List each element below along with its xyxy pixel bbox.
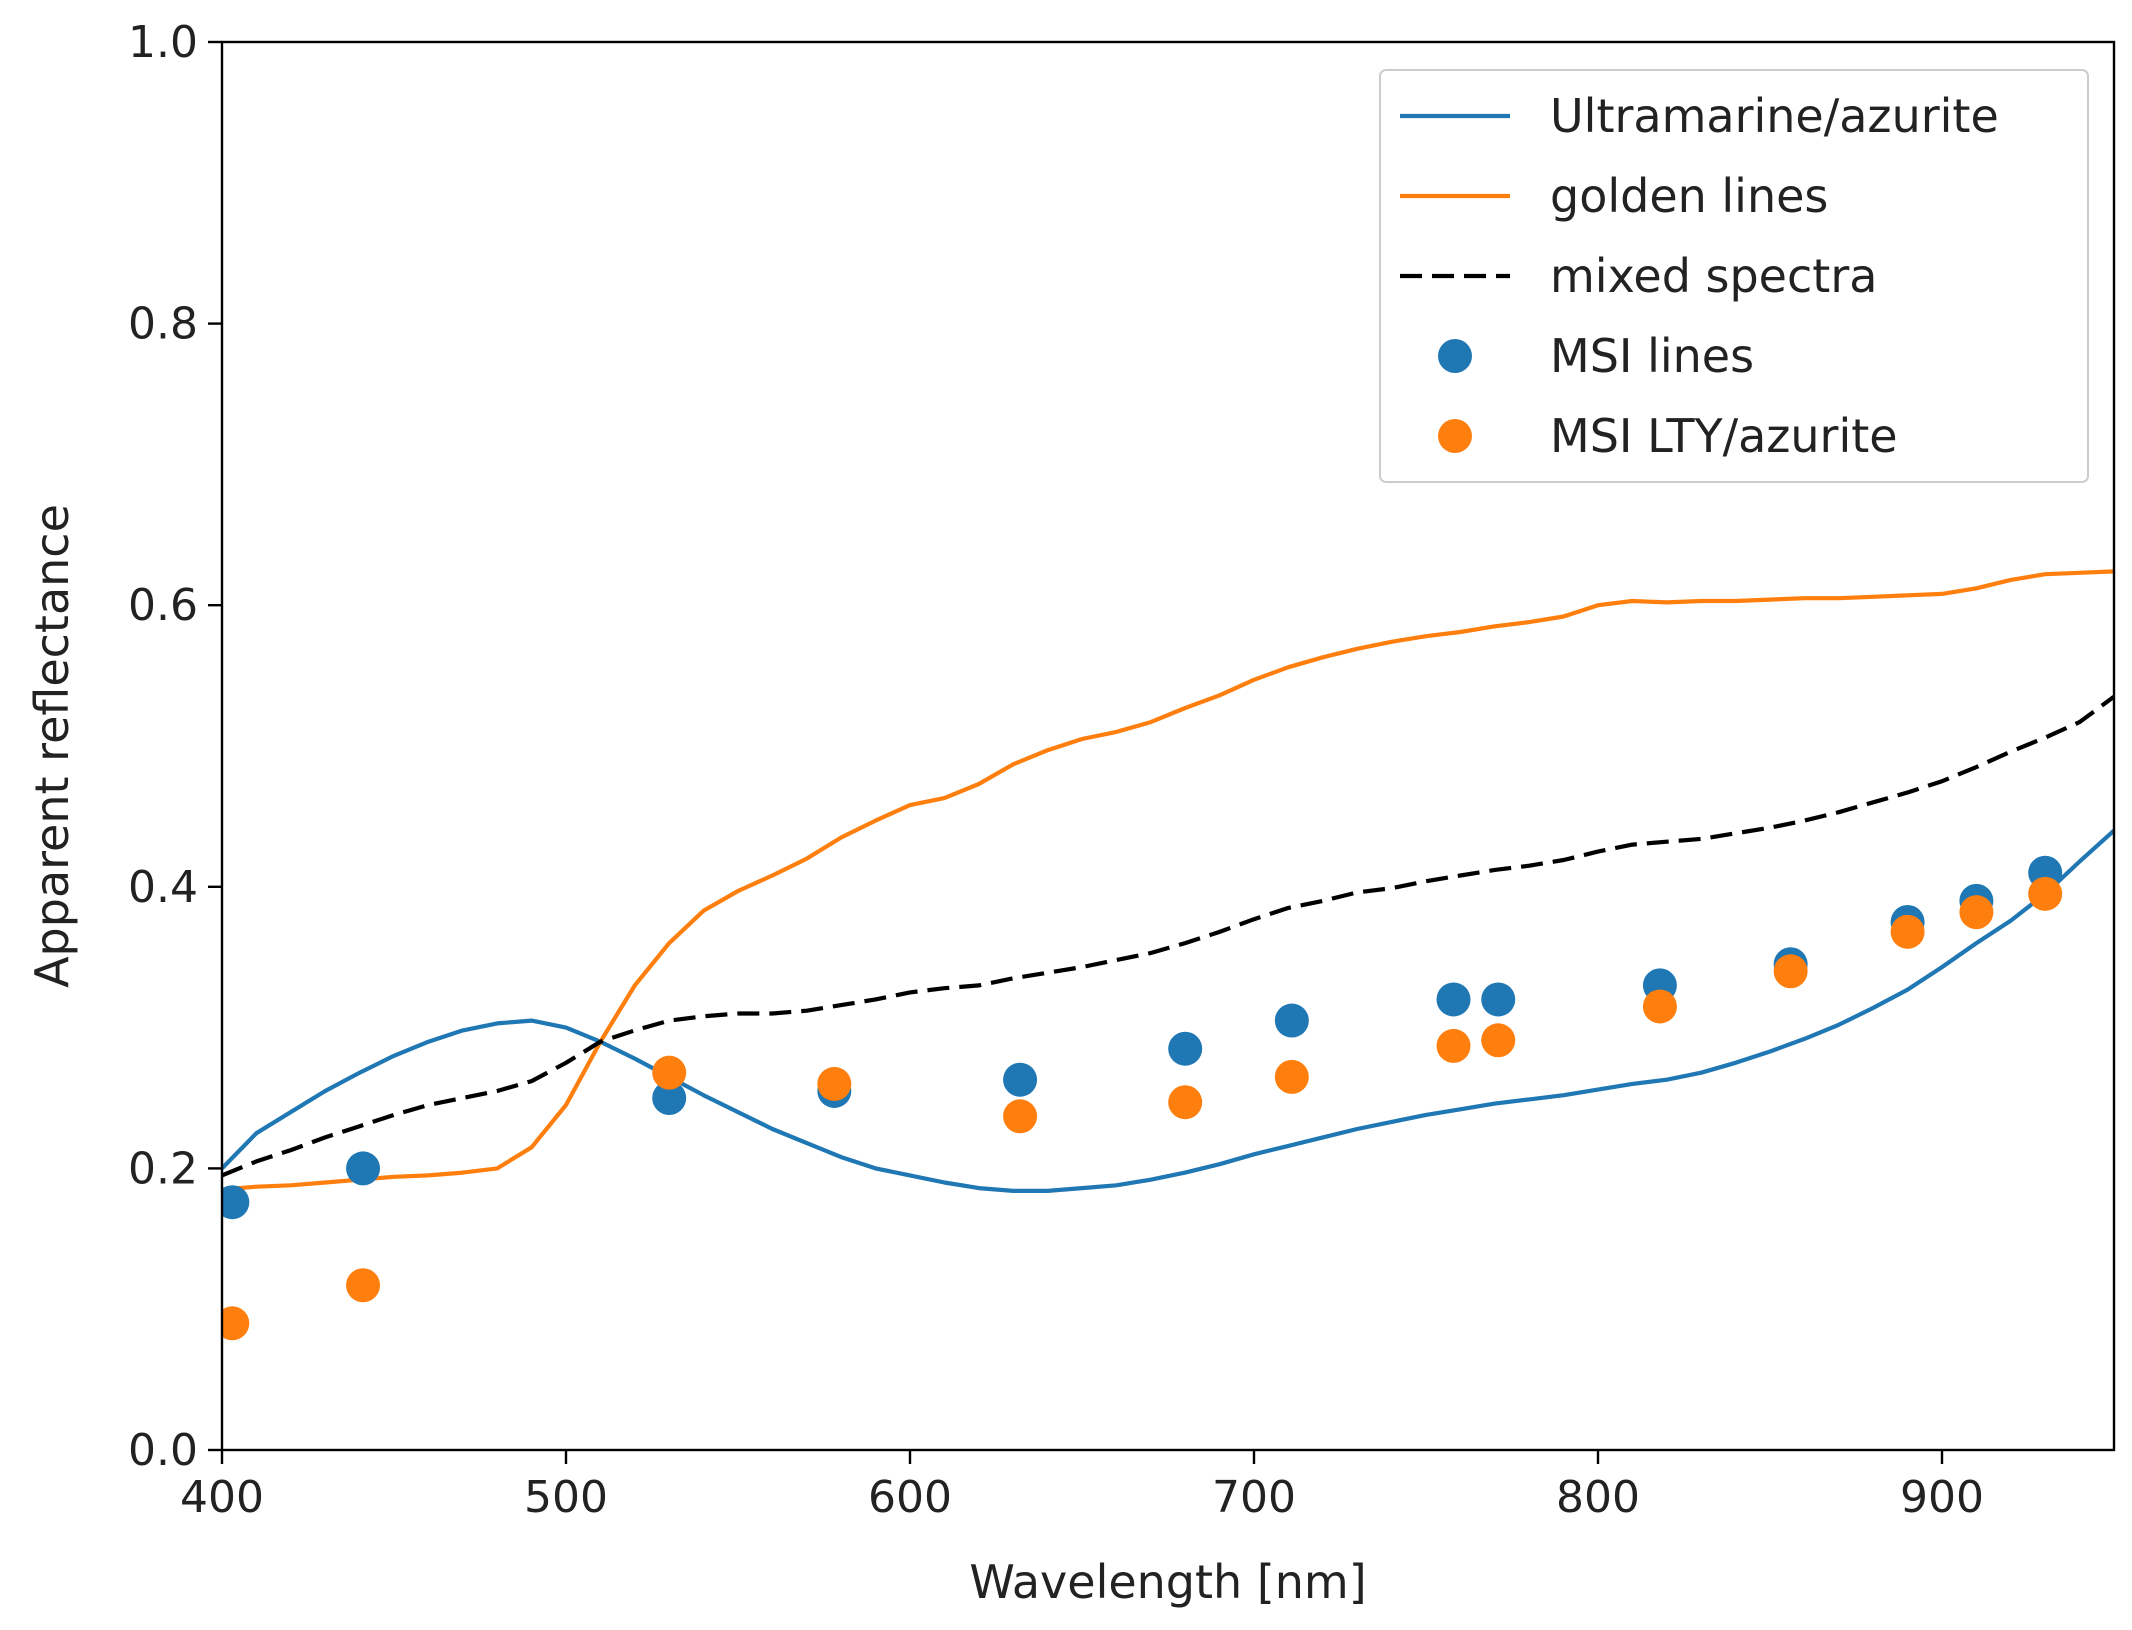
x-tick-label: 800 [1556, 1472, 1640, 1523]
point-msi-lines [1168, 1031, 1203, 1066]
point-msi-lines [346, 1151, 381, 1186]
legend-label-msi-lines: MSI lines [1550, 329, 1754, 383]
x-tick-label: 700 [1212, 1472, 1296, 1523]
series-line-ultramarine-azurite [222, 828, 2114, 1193]
point-msi-lty-azurite [652, 1055, 687, 1090]
y-tick-label: 0.2 [128, 1143, 198, 1194]
legend-swatch-msi-lty-azurite [1438, 419, 1472, 453]
series-line-mixed-spectra [222, 695, 2114, 1178]
point-msi-lty-azurite [817, 1066, 852, 1101]
point-msi-lty-azurite [1959, 895, 1994, 930]
plot-area [222, 569, 2114, 1341]
legend-label-mixed-spectra: mixed spectra [1550, 249, 1877, 303]
plot-frame [220, 40, 2116, 1452]
series-line-golden-lines [222, 569, 2114, 1192]
point-msi-lines [652, 1081, 687, 1115]
y-tick-label: 0.8 [128, 299, 198, 350]
point-msi-lines [1481, 982, 1516, 1017]
x-tick-label: 900 [1900, 1472, 1984, 1523]
point-msi-lines [1436, 982, 1471, 1017]
point-msi-lty-azurite [1274, 1059, 1309, 1094]
legend-label-msi-lty-azurite: MSI LTY/azurite [1550, 409, 1898, 463]
point-msi-lty-azurite [346, 1268, 381, 1303]
series-group [222, 569, 2114, 1341]
y-tick-label: 1.0 [128, 17, 198, 68]
point-msi-lty-azurite [1642, 989, 1677, 1024]
x-axis-label: Wavelength [nm] [969, 1555, 1366, 1609]
y-tick-label: 0.4 [128, 862, 198, 913]
x-tick-label: 400 [180, 1472, 264, 1523]
y-tick-label: 0.6 [128, 580, 198, 631]
point-msi-lty-azurite [1168, 1085, 1203, 1120]
y-axis-label: Apparent reflectance [25, 504, 79, 988]
legend-box [1379, 69, 2089, 483]
x-tick-label: 600 [868, 1472, 952, 1523]
point-msi-lines [1274, 1003, 1309, 1038]
point-msi-lty-azurite [2028, 876, 2063, 911]
y-tick-label: 0.0 [128, 1425, 198, 1476]
point-msi-lty-azurite [1481, 1023, 1516, 1058]
point-msi-lty-azurite [1003, 1099, 1038, 1134]
point-msi-lty-azurite [1890, 914, 1925, 949]
point-msi-lines [1003, 1062, 1038, 1097]
x-tick-label: 500 [524, 1472, 608, 1523]
legend-swatch-msi-lines [1438, 339, 1472, 373]
axes: 400 500 600 700 800 900 0.0 0.2 0.4 0.6 0.8 1.0 [128, 17, 2116, 1523]
point-msi-lty-azurite [1436, 1028, 1471, 1063]
point-msi-lty-azurite [1773, 954, 1808, 989]
legend-label-golden-lines: golden lines [1550, 169, 1828, 223]
point-msi-lty-azurite [222, 1306, 250, 1341]
legend-label-ultramarine-azurite: Ultramarine/azurite [1550, 89, 1999, 143]
legend: Ultramarine/azurite golden lines mixed spe… [1379, 69, 2089, 483]
point-msi-lines [222, 1185, 250, 1220]
